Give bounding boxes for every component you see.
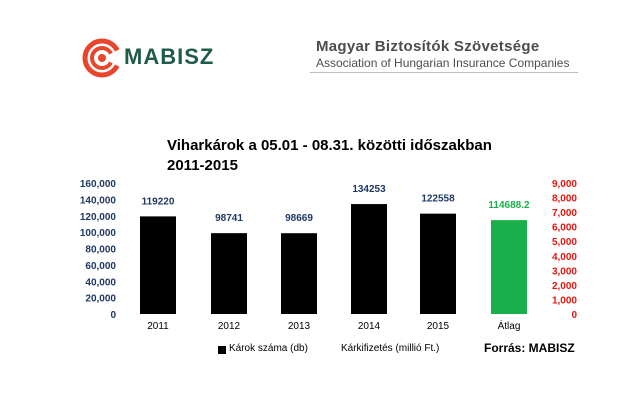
bar-data-label: 98669 bbox=[285, 213, 313, 224]
legend-swatch-claims bbox=[218, 346, 226, 354]
x-axis-tick-label: Átlag bbox=[498, 319, 521, 332]
chart-title: Viharkárok a 05.01 - 08.31. közötti idős… bbox=[167, 137, 492, 154]
bar bbox=[420, 213, 456, 314]
right-axis-tick-label: 7,000 bbox=[552, 208, 577, 219]
bar bbox=[281, 233, 317, 314]
bar bbox=[491, 220, 527, 314]
legend-label-claims: Károk száma (db) bbox=[229, 343, 308, 354]
left-axis-tick-label: 160,000 bbox=[80, 179, 117, 190]
legend-label-payout: Kárkifizetés (millió Ft.) bbox=[341, 343, 440, 354]
bar-data-label: 134253 bbox=[352, 184, 386, 195]
right-axis-tick-label: 8,000 bbox=[552, 194, 577, 205]
left-axis-tick-label: 60,000 bbox=[85, 261, 116, 272]
bar bbox=[211, 233, 247, 314]
x-axis-tick-label: 2013 bbox=[288, 321, 311, 332]
right-axis-tick-label: 1,000 bbox=[552, 295, 577, 306]
bar-data-label: 119220 bbox=[142, 196, 175, 207]
left-axis-tick-label: 120,000 bbox=[80, 212, 117, 223]
right-axis-tick-label: 4,000 bbox=[552, 252, 577, 263]
org-name: Magyar Biztosítók Szövetsége bbox=[316, 38, 540, 55]
left-axis-tick-label: 100,000 bbox=[80, 228, 117, 239]
chart-subtitle: 2011-2015 bbox=[167, 157, 238, 174]
right-axis-tick-label: 0 bbox=[571, 310, 577, 321]
right-axis-tick-label: 2,000 bbox=[552, 281, 577, 292]
bar bbox=[351, 204, 387, 314]
x-axis-tick-label: 2012 bbox=[218, 321, 241, 332]
left-axis-tick-label: 0 bbox=[110, 310, 116, 321]
bar bbox=[140, 216, 176, 314]
header-divider bbox=[310, 72, 578, 73]
bar-data-label: 98741 bbox=[215, 213, 243, 224]
logo-text: MABISZ bbox=[124, 44, 215, 69]
x-axis-tick-label: 2011 bbox=[147, 321, 169, 332]
right-axis-tick-label: 9,000 bbox=[552, 179, 577, 190]
source-label: Forrás: MABISZ bbox=[484, 341, 575, 355]
org-name-english: Association of Hungarian Insurance Compa… bbox=[316, 56, 570, 70]
right-axis-tick-label: 3,000 bbox=[552, 266, 577, 277]
right-axis-tick-label: 6,000 bbox=[552, 223, 577, 234]
right-axis-tick-label: 5,000 bbox=[552, 237, 577, 248]
left-axis-tick-label: 80,000 bbox=[85, 245, 116, 256]
mabisz-logo-icon bbox=[82, 38, 122, 78]
x-axis-tick-label: 2015 bbox=[427, 321, 450, 332]
left-axis-tick-label: 140,000 bbox=[80, 195, 117, 206]
x-axis-tick-label: 2014 bbox=[358, 321, 381, 332]
left-axis-tick-label: 20,000 bbox=[85, 294, 116, 305]
bar-data-label: 114688.2 bbox=[488, 200, 530, 211]
bar-data-label: 122558 bbox=[421, 194, 455, 205]
left-axis-tick-label: 40,000 bbox=[85, 277, 116, 288]
